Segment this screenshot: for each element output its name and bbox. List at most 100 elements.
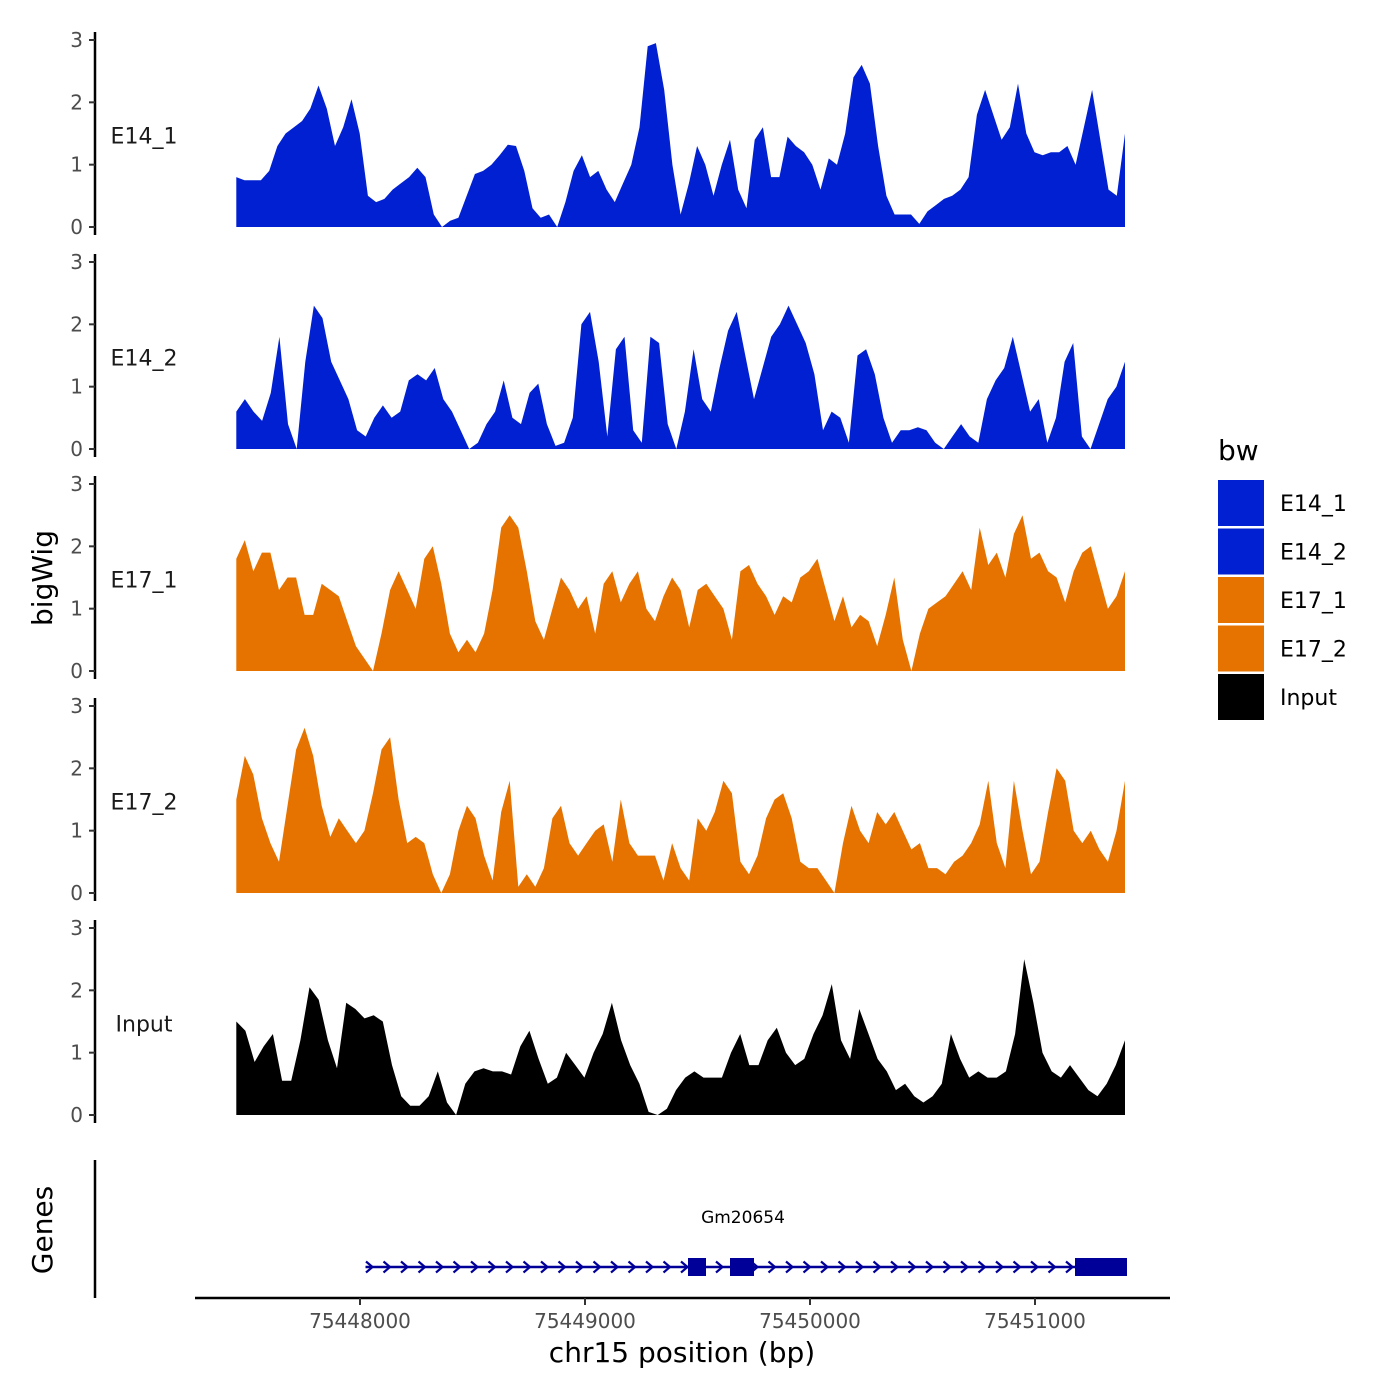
y-tick-label: 3	[70, 694, 83, 718]
gene-panel-title: Genes	[26, 1186, 59, 1274]
strand-arrow	[382, 1260, 392, 1274]
x-tick-label: 75448000	[309, 1309, 411, 1333]
legend-swatch	[1218, 674, 1264, 720]
track-label: E17_1	[111, 568, 178, 593]
signal-area-E17_1	[236, 515, 1126, 671]
strand-arrow	[1047, 1260, 1057, 1274]
legend-label: E14_2	[1280, 541, 1347, 566]
signal-area-E14_2	[236, 305, 1126, 449]
strand-arrow	[557, 1260, 567, 1274]
track-Input: 0 1 2 3 Input	[70, 916, 1126, 1127]
strand-arrow	[540, 1260, 550, 1274]
strand-arrow	[575, 1260, 585, 1274]
strand-arrow	[942, 1260, 952, 1274]
strand-arrow	[855, 1260, 865, 1274]
y-tick-label: 3	[70, 28, 83, 52]
y-tick-label: 2	[70, 312, 83, 336]
legend-swatch	[1218, 480, 1264, 526]
track-E14_1: 0 1 2 3 E14_1	[70, 28, 1126, 239]
gene-name-label: Gm20654	[701, 1208, 785, 1228]
strand-arrow	[1012, 1260, 1022, 1274]
gene-Gm20654: Gm20654	[365, 1208, 1127, 1276]
legend-swatch	[1218, 528, 1264, 575]
legend-label: E14_1	[1280, 492, 1347, 517]
legend-title: bw	[1218, 434, 1259, 467]
y-tick-label: 1	[70, 1041, 83, 1065]
y-tick-label: 3	[70, 472, 83, 496]
strand-arrow	[627, 1260, 637, 1274]
strand-arrow	[995, 1260, 1005, 1274]
strand-arrow	[662, 1260, 672, 1274]
strand-arrow	[470, 1260, 480, 1274]
strand-arrow	[767, 1260, 777, 1274]
y-tick-label: 0	[70, 1103, 83, 1127]
y-axis-title: bigWig	[26, 530, 59, 626]
legend-label: Input	[1280, 686, 1337, 711]
x-tick-label: 75449000	[534, 1309, 636, 1333]
legend-label: E17_2	[1280, 638, 1347, 663]
strand-arrow	[435, 1260, 445, 1274]
y-tick-label: 2	[70, 978, 83, 1002]
strand-arrow	[715, 1260, 725, 1274]
strand-arrow	[592, 1260, 602, 1274]
signal-area-E14_1	[236, 43, 1126, 227]
bigwig-tracks: 0 1 2 3 E14_1 0 1 2 3 E14_2 0 1 2 3 E17_1 0 1 2 3 E17_2 0 1 2 3…	[70, 28, 1126, 1127]
y-tick-label: 3	[70, 250, 83, 274]
strand-arrow	[1030, 1260, 1040, 1274]
track-label: Input	[116, 1012, 173, 1037]
strand-arrow	[505, 1260, 515, 1274]
y-tick-label: 2	[70, 90, 83, 114]
gene-exon-3	[1075, 1258, 1127, 1276]
gene-exon-2	[730, 1258, 754, 1276]
y-tick-label: 3	[70, 916, 83, 940]
legend-swatch	[1218, 577, 1264, 623]
signal-area-E17_2	[236, 727, 1126, 893]
y-tick-label: 1	[70, 597, 83, 621]
gene-panel: Gm20654	[93, 1160, 1127, 1298]
strand-arrow	[785, 1260, 795, 1274]
x-axis-title: chr15 position (bp)	[549, 1336, 815, 1369]
strand-arrow	[872, 1260, 882, 1274]
strand-arrow	[365, 1260, 375, 1274]
strand-arrow	[960, 1260, 970, 1274]
strand-arrow	[487, 1260, 497, 1274]
x-tick-label: 75450000	[759, 1309, 861, 1333]
track-label: E14_1	[111, 124, 178, 149]
y-tick-label: 1	[70, 375, 83, 399]
y-tick-label: 1	[70, 819, 83, 843]
strand-arrow	[452, 1260, 462, 1274]
strand-arrow	[890, 1260, 900, 1274]
track-label: E14_2	[111, 346, 178, 371]
legend-swatch	[1218, 625, 1264, 672]
strand-arrow	[680, 1260, 690, 1274]
legend-item-E14_1: E14_1	[1218, 480, 1347, 526]
y-tick-label: 0	[70, 659, 83, 683]
track-E17_2: 0 1 2 3 E17_2	[70, 694, 1126, 905]
strand-arrow	[1065, 1260, 1075, 1274]
strand-arrow	[400, 1260, 410, 1274]
strand-arrow	[522, 1260, 532, 1274]
track-E17_1: 0 1 2 3 E17_1	[70, 472, 1126, 683]
x-tick-label: 75451000	[984, 1309, 1086, 1333]
y-tick-label: 0	[70, 437, 83, 461]
legend-item-E17_1: E17_1	[1218, 577, 1347, 623]
strand-arrow	[820, 1260, 830, 1274]
y-tick-label: 2	[70, 756, 83, 780]
strand-arrow	[610, 1260, 620, 1274]
x-axis: 75448000 75449000 75450000 75451000	[195, 1296, 1170, 1333]
gene-exon-1	[688, 1258, 706, 1276]
legend: E14_1 E14_2 E17_1 E17_2 Input	[1218, 480, 1347, 720]
legend-item-Input: Input	[1218, 674, 1337, 720]
strand-arrow	[837, 1260, 847, 1274]
legend-item-E14_2: E14_2	[1218, 528, 1347, 575]
y-tick-label: 2	[70, 534, 83, 558]
legend-item-E17_2: E17_2	[1218, 625, 1347, 672]
strand-arrow	[802, 1260, 812, 1274]
y-tick-label: 0	[70, 215, 83, 239]
strand-arrow	[977, 1260, 987, 1274]
legend-label: E17_1	[1280, 589, 1347, 614]
strand-arrow	[645, 1260, 655, 1274]
signal-area-Input	[236, 959, 1126, 1115]
track-E14_2: 0 1 2 3 E14_2	[70, 250, 1126, 461]
